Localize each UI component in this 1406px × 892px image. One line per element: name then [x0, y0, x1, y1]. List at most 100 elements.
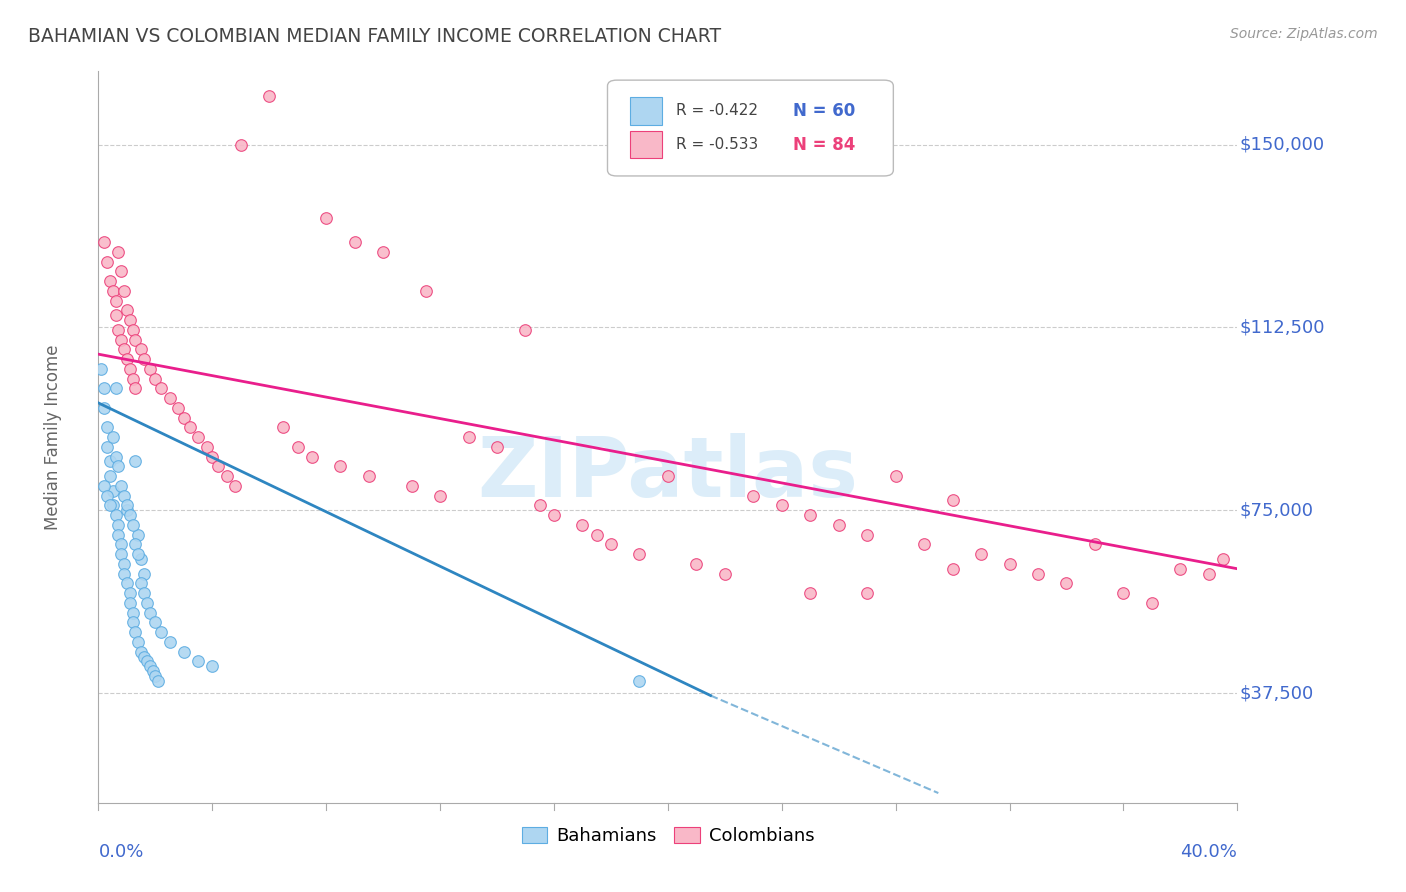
Point [1170, 562, 1192, 576]
Point [571, 517, 593, 532]
Point [856, 586, 879, 600]
Point [112, 284, 135, 298]
Point [107, 323, 129, 337]
Point [96, 420, 118, 434]
Point [145, 669, 167, 683]
Point [259, 88, 281, 103]
Point [127, 527, 149, 541]
Point [107, 527, 129, 541]
Point [110, 537, 132, 551]
Point [628, 547, 651, 561]
Point [141, 664, 163, 678]
Text: Source: ZipAtlas.com: Source: ZipAtlas.com [1230, 27, 1378, 41]
Point [107, 244, 129, 259]
Point [415, 284, 437, 298]
Point [132, 352, 155, 367]
Point [135, 654, 157, 668]
Point [970, 547, 993, 561]
Point [357, 469, 380, 483]
Point [118, 508, 141, 522]
Point [1056, 576, 1078, 591]
Point [101, 284, 124, 298]
Point [1212, 552, 1234, 566]
Point [224, 479, 246, 493]
Point [515, 323, 537, 337]
Point [998, 557, 1021, 571]
Point [132, 649, 155, 664]
Point [129, 645, 152, 659]
Point [93, 235, 115, 249]
Point [167, 401, 190, 415]
Point [685, 557, 707, 571]
Point [229, 137, 252, 152]
Point [101, 430, 124, 444]
Text: N = 84: N = 84 [793, 136, 855, 153]
Point [799, 508, 821, 522]
Point [1084, 537, 1107, 551]
Point [98, 454, 121, 468]
Point [138, 659, 160, 673]
Point [98, 274, 121, 288]
Point [1112, 586, 1135, 600]
Point [329, 459, 352, 474]
Point [201, 659, 224, 673]
Point [107, 517, 129, 532]
Point [138, 606, 160, 620]
Point [215, 469, 238, 483]
FancyBboxPatch shape [630, 97, 662, 125]
Point [112, 557, 135, 571]
Text: $150,000: $150,000 [1240, 136, 1324, 153]
Point [159, 391, 181, 405]
Point [115, 503, 138, 517]
Point [115, 352, 138, 367]
Point [93, 401, 115, 415]
Point [96, 254, 118, 268]
Point [118, 313, 141, 327]
Point [110, 333, 132, 347]
Point [129, 552, 152, 566]
Point [121, 615, 143, 630]
Point [110, 479, 132, 493]
Point [150, 625, 173, 640]
Text: 0.0%: 0.0% [98, 843, 143, 861]
Point [856, 527, 879, 541]
Point [115, 576, 138, 591]
Point [124, 537, 146, 551]
Point [243, 15, 266, 29]
Point [173, 410, 195, 425]
Point [173, 645, 195, 659]
Point [942, 493, 965, 508]
Text: R = -0.533: R = -0.533 [676, 137, 758, 152]
Point [1198, 566, 1220, 581]
Text: $112,500: $112,500 [1240, 318, 1324, 336]
Point [127, 547, 149, 561]
Point [135, 596, 157, 610]
Point [124, 333, 146, 347]
Point [129, 343, 152, 357]
Point [104, 450, 127, 464]
Point [124, 454, 146, 468]
Point [373, 244, 395, 259]
Point [401, 479, 423, 493]
Point [145, 615, 167, 630]
Point [187, 654, 209, 668]
Point [115, 499, 138, 513]
Point [770, 499, 793, 513]
Text: $37,500: $37,500 [1240, 684, 1313, 702]
Point [96, 489, 118, 503]
Point [207, 459, 229, 474]
Text: ZIPatlas: ZIPatlas [478, 434, 858, 514]
Point [118, 586, 141, 600]
Point [343, 235, 366, 249]
Point [287, 440, 309, 454]
Point [195, 440, 218, 454]
Point [145, 371, 167, 385]
Point [799, 586, 821, 600]
Point [93, 381, 115, 395]
Point [112, 489, 135, 503]
Point [104, 508, 127, 522]
FancyBboxPatch shape [607, 80, 893, 176]
Point [912, 537, 935, 551]
Point [187, 430, 209, 444]
Point [115, 303, 138, 318]
